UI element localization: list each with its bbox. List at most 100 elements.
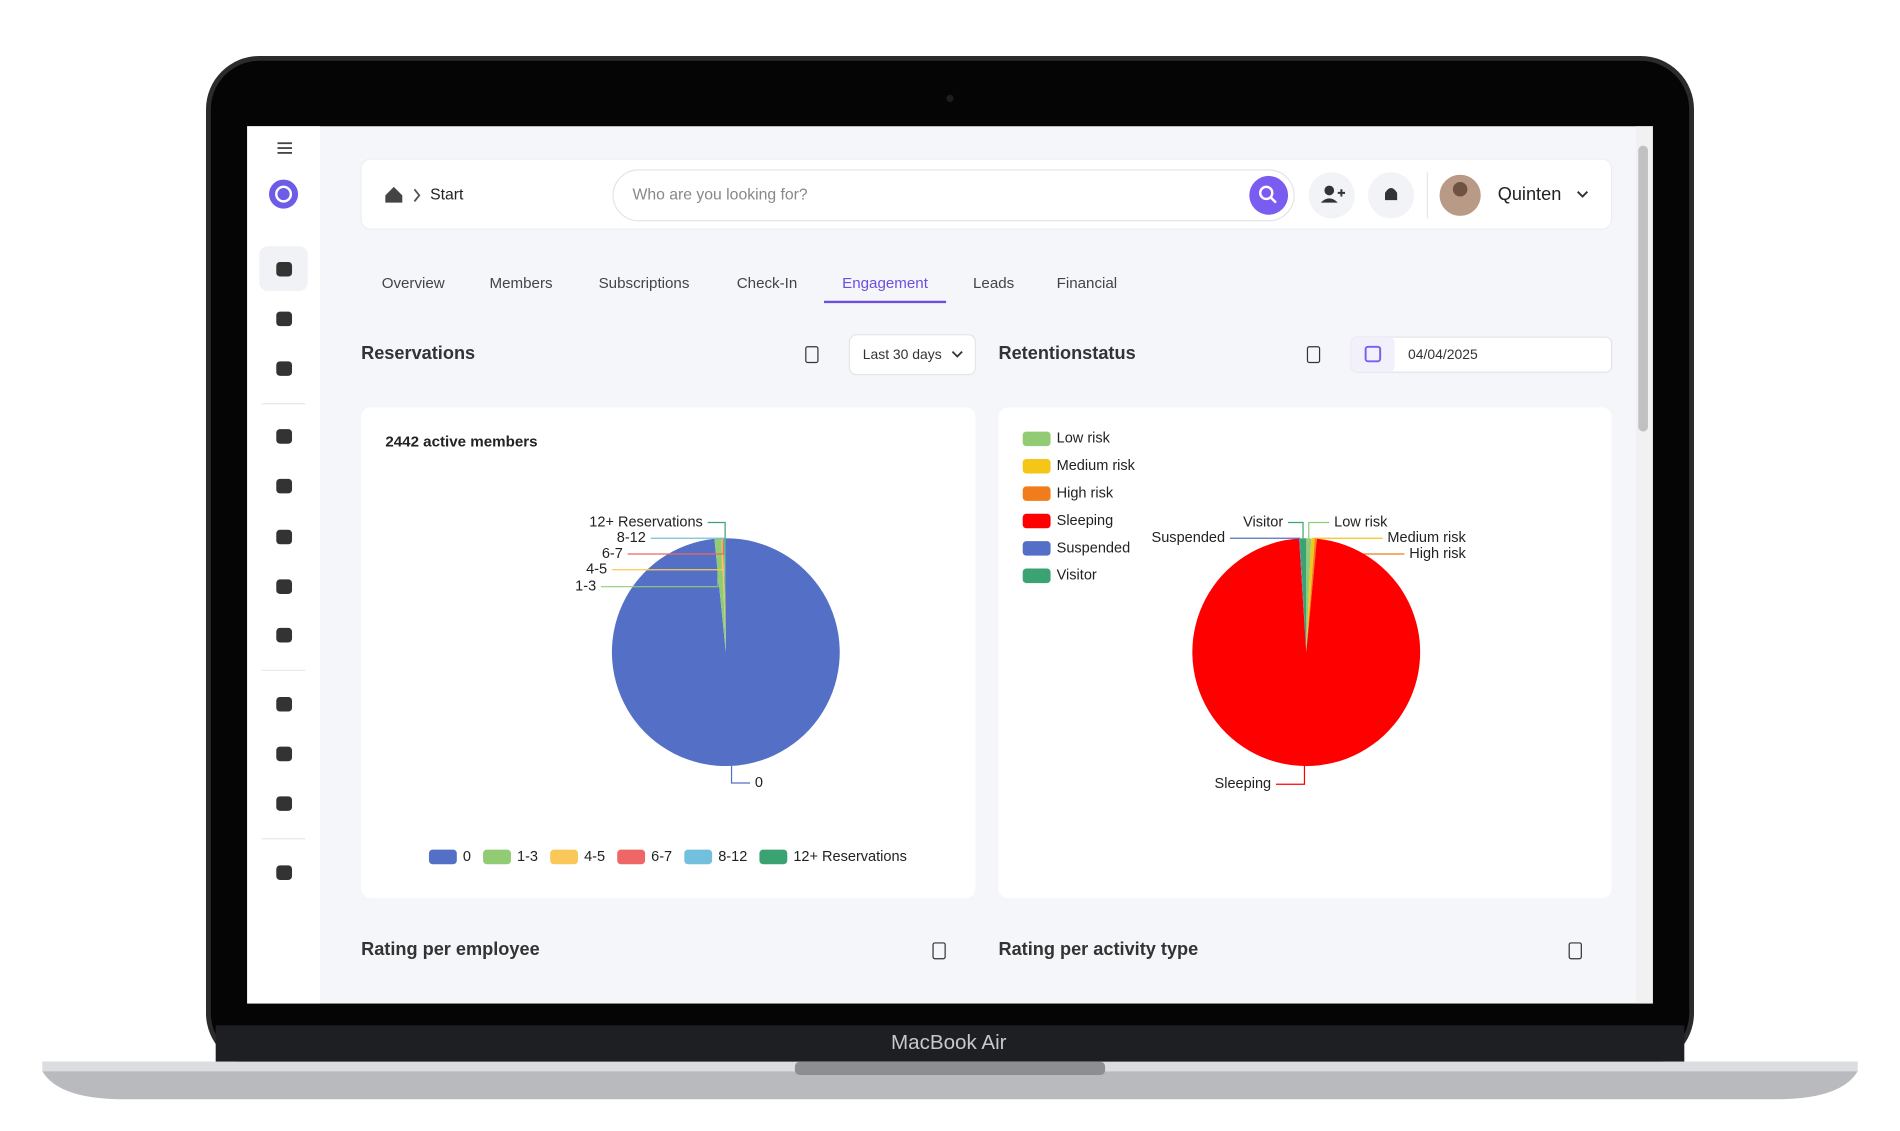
pie-slice[interactable] [723,538,726,653]
nav-icon[interactable] [276,627,293,643]
nav-icon[interactable] [276,361,293,376]
search-glyph [1258,185,1274,201]
scroll-thumb[interactable] [1638,145,1648,432]
legend-swatch[interactable] [428,849,457,865]
leader-line [730,765,751,784]
legend-label[interactable]: Medium risk [1057,458,1136,474]
leader-line [1308,521,1330,539]
section-title: Retentionstatus [998,343,1135,363]
dropdown-chevron [951,350,963,358]
pie-slice[interactable] [722,538,726,653]
period-dropdown[interactable] [848,334,977,376]
camera [946,94,954,103]
search-button[interactable] [1249,175,1289,215]
bell-icon [1385,188,1398,201]
pie-slice[interactable] [1306,538,1317,653]
tab[interactable]: Financial [1057,275,1118,292]
user-chevron[interactable] [1576,190,1589,198]
search-placeholder[interactable]: Who are you looking for? [633,186,808,203]
search-glyph [1270,196,1277,204]
icon [1337,189,1346,197]
chin [215,1025,1685,1062]
export-button[interactable] [932,942,946,960]
logo[interactable] [269,179,299,209]
legend-label[interactable]: Sleeping [1057,513,1114,529]
legend-label[interactable]: Visitor [1057,568,1097,584]
slice-label: High risk [1409,546,1466,562]
nav-icon[interactable] [276,796,293,811]
slice-label: 12+ Reservations [589,514,703,530]
pie-slice[interactable] [1299,538,1307,653]
icon [1320,198,1338,203]
legend-label[interactable]: 4-5 [584,849,605,865]
tab[interactable]: Subscriptions [599,275,690,292]
breadcrumb[interactable]: Start [430,186,464,203]
nav-icon[interactable] [276,429,293,444]
nav-icon[interactable] [276,696,293,712]
slice-label: Suspended [1152,530,1226,546]
calendar-button[interactable] [1351,337,1395,373]
pie-slice[interactable] [1306,538,1312,653]
add-member-button[interactable] [1308,172,1355,219]
legend-swatch[interactable] [483,849,511,865]
slice-label: Sleeping [1215,776,1272,792]
nav-icon[interactable] [276,529,293,545]
export-button[interactable] [805,346,819,364]
slice-label: Low risk [1334,514,1388,530]
nav-icon[interactable] [276,746,293,762]
notch [794,1061,1106,1076]
legend-swatch[interactable] [1022,513,1051,529]
tab[interactable]: Check-In [737,275,798,292]
legend-label[interactable]: 8-12 [718,849,747,865]
leader-line [627,538,724,555]
legend-swatch[interactable] [1022,431,1051,447]
nav-icon[interactable] [276,261,293,277]
leader-line [707,521,726,539]
nav-icon[interactable] [276,478,293,494]
legend-swatch[interactable] [1022,486,1051,501]
icon [1324,185,1335,196]
nav-icon[interactable] [276,865,293,880]
legend-swatch[interactable] [759,849,788,865]
legend-swatch[interactable] [617,849,646,865]
export-button[interactable] [1306,346,1321,364]
tab[interactable]: Engagement [842,275,929,292]
legend-swatch[interactable] [1022,541,1051,556]
legend-swatch[interactable] [1022,568,1051,584]
tab[interactable]: Leads [973,275,1015,292]
home-icon[interactable] [385,186,403,203]
legend-label[interactable]: 6-7 [651,849,672,865]
legend-label[interactable]: Suspended [1057,540,1131,556]
nav-icon[interactable] [276,311,293,327]
period-label[interactable]: Last 30 days [863,346,942,362]
breadcrumb-sep [413,188,421,202]
legend-label[interactable]: Low risk [1057,431,1111,447]
pie-slice[interactable] [1299,538,1307,653]
user-name[interactable]: Quinten [1498,184,1562,204]
section-title: Reservations [361,343,475,363]
calendar-icon [1364,345,1382,363]
tab[interactable]: Overview [382,275,445,292]
legend-label[interactable]: 1-3 [517,849,538,865]
leader-line [1275,766,1306,785]
pie-slice[interactable] [1192,538,1421,767]
legend-swatch[interactable] [684,849,713,865]
pie-slice[interactable] [1306,538,1315,653]
slice-label: 0 [755,775,763,791]
nav-icon[interactable] [276,579,293,594]
date-value[interactable]: 04/04/2025 [1408,346,1478,362]
pie-slice[interactable] [611,538,840,767]
legend-label[interactable]: 0 [463,849,471,865]
export-button[interactable] [1568,942,1582,960]
legend-swatch[interactable] [550,849,579,865]
pie-slice[interactable] [714,538,726,653]
search-box[interactable] [612,169,1295,222]
leader-line [611,538,723,571]
tab[interactable]: Members [490,275,553,292]
legend-label[interactable]: 12+ Reservations [793,849,907,865]
legend-swatch[interactable] [1022,458,1051,474]
pie-slice[interactable] [724,538,726,653]
slice-label: Medium risk [1387,530,1466,546]
legend-label[interactable]: High risk [1057,485,1114,501]
